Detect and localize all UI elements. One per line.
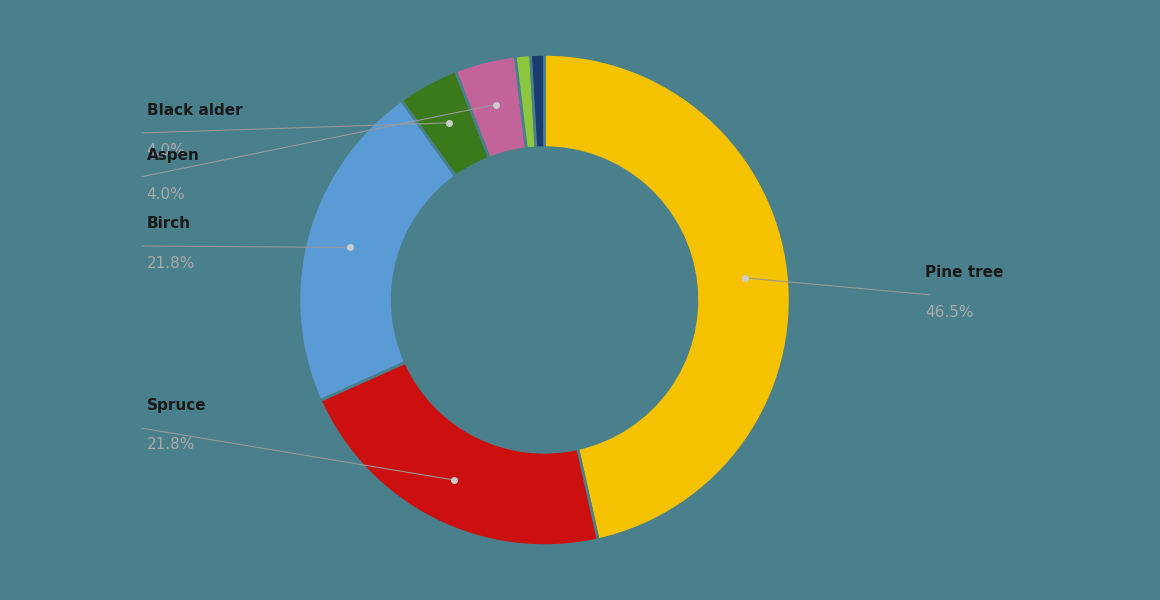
Text: 4.0%: 4.0% xyxy=(146,187,186,202)
Text: 21.8%: 21.8% xyxy=(146,256,195,271)
Text: 21.8%: 21.8% xyxy=(146,437,195,452)
Text: Aspen: Aspen xyxy=(146,148,200,163)
Wedge shape xyxy=(320,362,599,545)
Text: Spruce: Spruce xyxy=(146,398,206,413)
Text: 4.0%: 4.0% xyxy=(146,143,186,158)
Text: Birch: Birch xyxy=(146,217,190,232)
Wedge shape xyxy=(456,56,527,158)
Text: Black alder: Black alder xyxy=(146,103,242,118)
Wedge shape xyxy=(544,55,790,540)
Wedge shape xyxy=(401,71,490,176)
Text: 46.5%: 46.5% xyxy=(926,305,973,320)
Wedge shape xyxy=(299,100,456,400)
Wedge shape xyxy=(530,55,544,148)
Wedge shape xyxy=(515,55,536,149)
Text: Pine tree: Pine tree xyxy=(926,265,1003,280)
